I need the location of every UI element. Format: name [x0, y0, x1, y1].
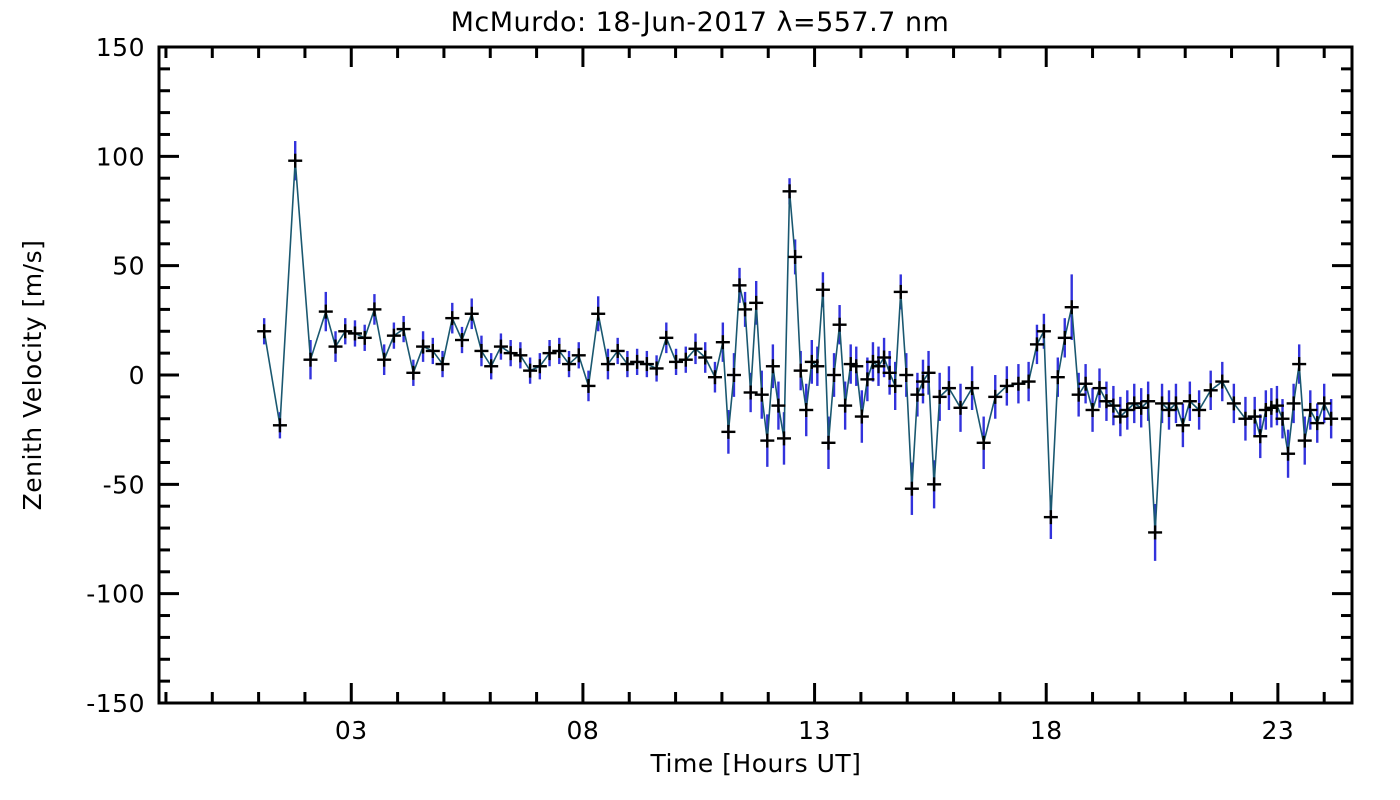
x-tick-label: 18	[1030, 716, 1063, 745]
x-tick-label: 08	[567, 716, 600, 745]
x-tick-label: 23	[1261, 716, 1294, 745]
y-tick-label: 150	[96, 33, 145, 62]
x-tick-label: 03	[335, 716, 368, 745]
x-tick-label: 13	[798, 716, 831, 745]
y-axis-tick-labels: 150 100 50 0 -50 -100 -150	[86, 33, 145, 718]
plot-frame	[157, 45, 1354, 705]
y-axis-title: Zenith Velocity [m/s]	[18, 240, 47, 511]
data-point-markers	[257, 153, 1339, 540]
x-axis-title: Time [Hours UT]	[650, 749, 862, 778]
y-tick-label: 100	[96, 142, 145, 171]
x-axis-ticks	[164, 47, 1326, 703]
y-tick-label: -150	[86, 689, 145, 718]
y-tick-label: -50	[103, 470, 145, 499]
y-tick-label: -100	[86, 580, 145, 609]
y-tick-label: 50	[112, 252, 145, 281]
plot-title: McMurdo: 18-Jun-2017 λ=557.7 nm	[451, 7, 950, 38]
y-tick-label: 0	[129, 361, 145, 390]
x-axis-tick-labels: 03 08 13 18 23	[335, 716, 1294, 745]
y-axis-ticks	[159, 45, 1352, 705]
